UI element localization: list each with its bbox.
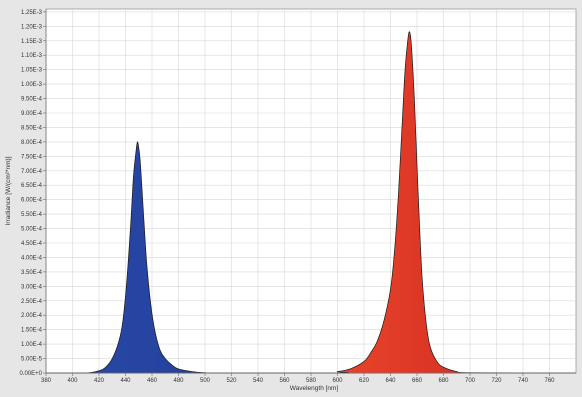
series-outline-1 xyxy=(46,31,577,374)
x-tick-label: 680 xyxy=(438,378,449,384)
x-tick-label: 640 xyxy=(385,378,396,384)
x-axis: 380 400 420 440 460 480 500 520 540 560 580 600 620 6… xyxy=(41,372,576,384)
series-layer xyxy=(46,31,577,374)
y-tick-label: 1.50E-4 xyxy=(21,328,43,334)
y-tick-label: 3.50E-4 xyxy=(21,270,43,276)
y-axis: 0.00E+0 5.00E-5 1.00E-4 1.50E-4 2.00E-4 2.50E… xyxy=(19,9,47,377)
y-tick-label: 1.00E-4 xyxy=(21,342,43,348)
y-tick-label: 7.50E-4 xyxy=(21,154,43,160)
y-tick-label: 9.00E-4 xyxy=(21,111,43,117)
x-tick-label: 460 xyxy=(147,378,158,384)
y-tick-label: 4.00E-4 xyxy=(21,255,43,261)
x-tick-label: 420 xyxy=(94,378,105,384)
y-tick-label: 1.25E-3 xyxy=(21,10,43,16)
x-tick-label: 700 xyxy=(465,378,476,384)
y-tick-label: 1.15E-3 xyxy=(21,39,43,45)
x-tick-label: 400 xyxy=(67,378,78,384)
x-tick-label: 760 xyxy=(544,378,555,384)
x-tick-label: 620 xyxy=(359,378,370,384)
y-tick-label: 1.10E-3 xyxy=(21,53,43,59)
x-tick-label: 440 xyxy=(120,378,131,384)
y-axis-title: Irradiance [W/(cm²*nm)] xyxy=(5,156,12,225)
y-tick-label: 1.00E-3 xyxy=(21,82,43,88)
y-tick-label: 5.00E-5 xyxy=(21,357,43,363)
x-tick-label: 660 xyxy=(412,378,423,384)
y-tick-label: 4.50E-4 xyxy=(21,241,43,247)
y-tick-label: 9.50E-4 xyxy=(21,97,43,103)
y-tick-label: 5.50E-4 xyxy=(21,212,43,218)
x-tick-label: 520 xyxy=(226,378,237,384)
x-tick-label: 740 xyxy=(518,378,529,384)
y-tick-label: 2.00E-4 xyxy=(21,313,43,319)
y-tick-label: 8.00E-4 xyxy=(21,140,43,146)
x-tick-label: 720 xyxy=(491,378,502,384)
x-tick-label: 540 xyxy=(253,378,264,384)
x-tick-label: 560 xyxy=(279,378,290,384)
x-tick-label: 480 xyxy=(173,378,184,384)
x-tick-label: 500 xyxy=(200,378,211,384)
y-tick-label: 3.00E-4 xyxy=(21,284,43,290)
y-tick-label: 1.20E-3 xyxy=(21,24,43,30)
y-tick-label: 8.50E-4 xyxy=(21,125,43,131)
y-tick-label: 5.00E-4 xyxy=(21,227,43,233)
x-tick-label: 580 xyxy=(306,378,317,384)
x-axis-title: Wavelength [nm] xyxy=(290,385,339,392)
y-tick-label: 2.50E-4 xyxy=(21,299,43,305)
y-tick-label: 1.05E-3 xyxy=(21,68,43,74)
x-tick-label: 600 xyxy=(332,378,343,384)
y-tick-label: 0.00E+0 xyxy=(19,371,42,377)
y-tick-label: 6.00E-4 xyxy=(21,198,43,204)
y-tick-label: 6.50E-4 xyxy=(21,183,43,189)
y-tick-label: 7.00E-4 xyxy=(21,169,43,175)
series-outline-0 xyxy=(46,141,576,374)
x-tick-label: 380 xyxy=(41,378,52,384)
